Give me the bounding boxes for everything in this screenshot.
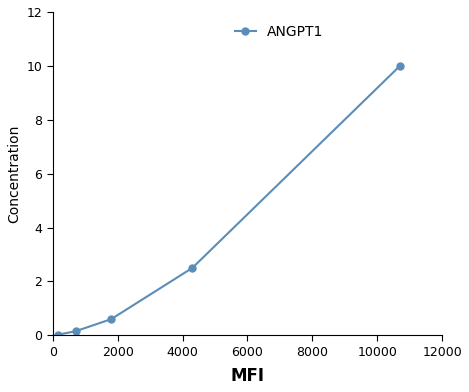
ANGPT1 bbox=[108, 317, 114, 321]
X-axis label: MFI: MFI bbox=[230, 367, 265, 385]
ANGPT1 bbox=[189, 266, 195, 270]
ANGPT1 bbox=[397, 64, 403, 68]
ANGPT1 bbox=[55, 332, 61, 337]
Legend: ANGPT1: ANGPT1 bbox=[235, 25, 323, 39]
Y-axis label: Concentration: Concentration bbox=[7, 124, 21, 223]
ANGPT1 bbox=[73, 329, 78, 334]
Line: ANGPT1: ANGPT1 bbox=[54, 62, 403, 338]
